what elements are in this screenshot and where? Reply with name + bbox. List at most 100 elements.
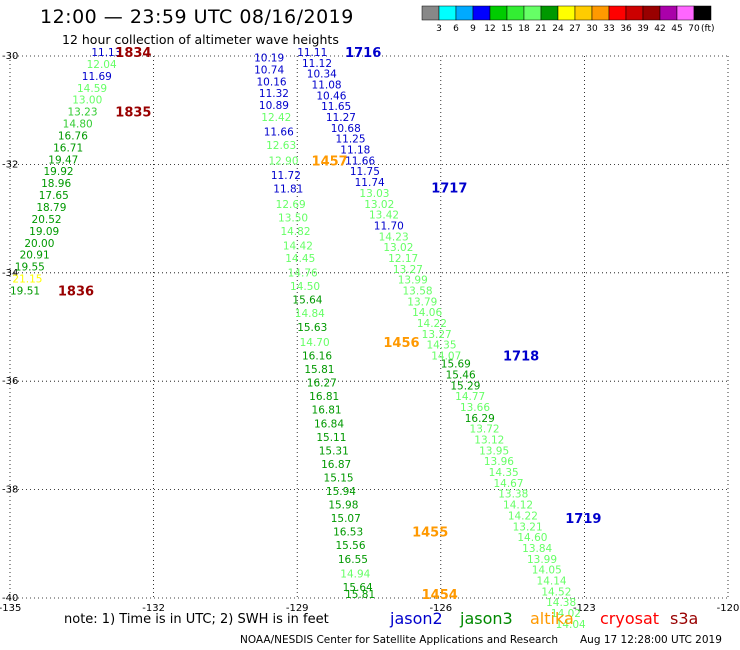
wave-height-value: 16.29	[465, 413, 495, 425]
colorbar-label: 15	[501, 24, 512, 34]
wave-height-value: 14.22	[417, 318, 447, 330]
wave-height-value: 21.15	[12, 274, 42, 286]
wave-height-value: 16.84	[314, 418, 344, 430]
y-tick-label: -32	[2, 159, 18, 170]
colorbar-swatch	[659, 5, 678, 21]
wave-height-value: 15.64	[343, 582, 373, 594]
wave-height-value: 15.56	[335, 540, 365, 552]
wave-height-value: 14.80	[63, 119, 93, 131]
y-tick-label: -36	[2, 376, 18, 387]
wave-height-value: 13.12	[474, 435, 504, 447]
track-time-label: 1456	[383, 336, 419, 351]
wave-height-value: 11.66	[345, 155, 375, 167]
wave-height-value: 13.96	[484, 456, 514, 468]
wave-height-value: 11.72	[271, 170, 301, 182]
colorbar-swatch	[506, 5, 525, 21]
wave-height-value: 13.42	[369, 210, 399, 222]
colorbar-label: 70	[688, 24, 700, 34]
colorbar-swatch	[421, 5, 440, 21]
wave-height-value: 14.12	[503, 500, 533, 512]
wave-height-value: 14.60	[517, 532, 547, 544]
wave-height-value: 11.25	[335, 134, 365, 146]
colorbar-swatch	[608, 5, 627, 21]
satellite-legend-jason3: jason3	[460, 609, 513, 628]
chart-title: 12:00 — 23:59 UTC 08/16/2019	[40, 6, 354, 28]
colorbar-label: 30	[586, 24, 598, 34]
wave-height-value: 14.38	[546, 597, 576, 609]
wave-height-value: 14.35	[489, 467, 519, 479]
satellite-legend-cryosat: cryosat	[600, 609, 660, 628]
wave-height-value: 16.53	[333, 527, 363, 539]
wave-height-value: 13.23	[67, 107, 97, 119]
wave-height-value: 14.94	[340, 568, 370, 580]
wave-height-value: 13.66	[460, 402, 490, 414]
wave-height-value: 15.07	[331, 513, 361, 525]
wave-height-value: 12.90	[268, 155, 298, 167]
colorbar-swatch	[438, 5, 457, 21]
wave-height-value: 20.00	[24, 238, 54, 250]
wave-height-value: 13.95	[479, 445, 509, 457]
wave-height-value: 16.87	[321, 459, 351, 471]
wave-height-value: 13.38	[498, 489, 528, 501]
x-tick-label: -126	[429, 603, 452, 614]
wave-height-value: 15.81	[304, 364, 334, 376]
wave-height-value: 14.14	[537, 575, 567, 587]
wave-height-value: 11.75	[350, 166, 380, 178]
wave-height-value: 10.19	[254, 52, 284, 64]
wave-height-value: 13.02	[383, 242, 413, 254]
wave-height-value: 15.69	[441, 359, 471, 371]
wave-height-value: 19.92	[44, 166, 74, 178]
wave-height-value: 13.50	[278, 212, 308, 224]
wave-height-value: 14.76	[288, 268, 318, 280]
colorbar-swatch	[625, 5, 644, 21]
colorbar-label: 42	[654, 24, 665, 34]
wave-height-value: 11.12	[302, 58, 332, 70]
wave-height-value: 18.79	[36, 202, 66, 214]
track-time-label: 1834	[115, 46, 151, 61]
wave-height-value: 13.99	[527, 554, 557, 566]
wave-height-value: 14.23	[379, 231, 409, 243]
credit-text: NOAA/NESDIS Center for Satellite Applica…	[240, 634, 558, 646]
wave-height-value: 12.42	[261, 112, 291, 124]
wave-height-value: 11.69	[82, 71, 112, 83]
wave-height-value: 19.55	[15, 262, 45, 274]
wave-height-value: 16.71	[53, 142, 83, 154]
colorbar-label: 9	[470, 24, 476, 34]
wave-height-value: 15.31	[319, 445, 349, 457]
track-time-label: 1836	[58, 284, 94, 299]
wave-height-value: 20.91	[20, 250, 50, 262]
wave-height-value: 16.55	[338, 554, 368, 566]
satellite-legend-jason2: jason2	[390, 609, 443, 628]
wave-height-value: 14.06	[412, 307, 442, 319]
colorbar-swatch	[676, 5, 695, 21]
colorbar-label: 33	[603, 24, 614, 34]
colorbar-label: 45	[671, 24, 682, 34]
track-time-label: 1835	[115, 106, 151, 121]
y-tick-label: -38	[2, 485, 18, 496]
wave-height-value: 13.03	[359, 188, 389, 200]
wave-height-value: 11.11	[297, 47, 327, 59]
wave-height-value: 14.84	[295, 308, 325, 320]
x-tick-label: -120	[717, 603, 740, 614]
satellite-legend-altika: altika	[530, 609, 574, 628]
track-time-label: 1717	[431, 182, 467, 197]
satellite-legend-s3a: s3a	[670, 609, 699, 628]
wave-height-value: 13.02	[364, 199, 394, 211]
track-time-label: 1457	[312, 154, 348, 169]
wave-height-value: 16.81	[312, 405, 342, 417]
track-time-label: 1454	[422, 588, 458, 603]
colorbar-label: 12	[484, 24, 495, 34]
wave-height-value: 19.09	[29, 226, 59, 238]
wave-height-value: 10.74	[254, 64, 284, 76]
colorbar-label: 18	[518, 24, 530, 34]
wave-height-value: 11.18	[340, 145, 370, 157]
wave-height-value: 11.70	[374, 220, 404, 232]
wave-height-value: 20.52	[32, 214, 62, 226]
wave-height-value: 11.27	[326, 112, 356, 124]
wave-height-value: 15.81	[345, 589, 375, 601]
wave-height-value: 11.65	[321, 101, 351, 113]
colorbar-swatch	[489, 5, 508, 21]
wave-height-value: 11.66	[264, 127, 294, 139]
colorbar-swatch	[455, 5, 474, 21]
